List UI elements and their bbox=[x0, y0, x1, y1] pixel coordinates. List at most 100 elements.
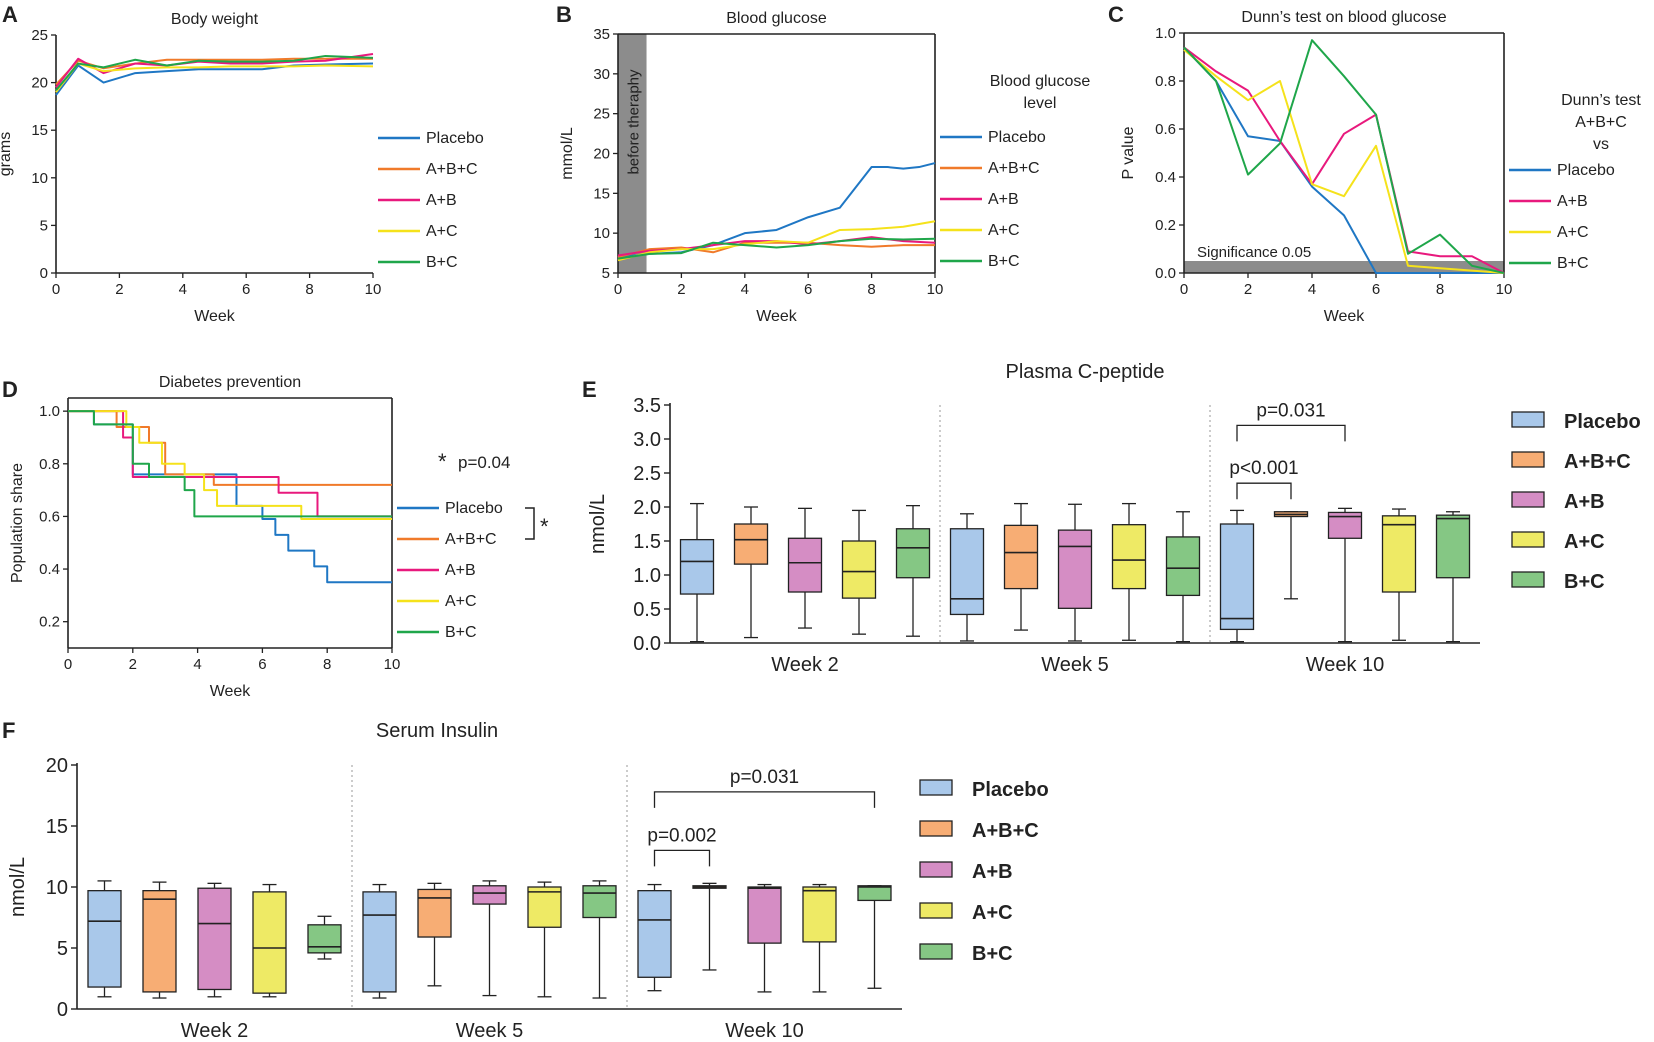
y-tick-label: 0 bbox=[40, 265, 48, 282]
box-a-c-week-5 bbox=[1111, 524, 1147, 590]
y-axis-label: Population share bbox=[9, 463, 26, 583]
panel-a-body-weight: Body weight 0 2 4 6 8 10 0 5 10 15 20 25 Week grams Pla… bbox=[0, 11, 484, 325]
x-tick-label: 0 bbox=[614, 281, 622, 298]
y-tick-label: 30 bbox=[593, 66, 610, 83]
box-b-c-week-10 bbox=[1435, 514, 1471, 579]
y-axis-label: P value bbox=[1120, 126, 1137, 179]
comparison-bracket bbox=[1236, 424, 1346, 442]
y-tick-label: 0.6 bbox=[39, 508, 60, 525]
group-label-week-2: Week 2 bbox=[771, 654, 838, 676]
y-tick-label: 2.5 bbox=[633, 463, 661, 485]
series-line-a-c bbox=[617, 220, 936, 262]
y-axis-label: nmol/L bbox=[587, 494, 609, 554]
panel-b-blood-glucose: Blood glucose before theraphy 0 2 4 6 8 10 5 10 15… bbox=[559, 10, 1090, 325]
panel-d-diabetes-prevention: Diabetes prevention 0 2 4 6 8 10 0.2 0.4 0.6 0.8 1.… bbox=[9, 374, 549, 700]
x-tick-label: 8 bbox=[1436, 281, 1444, 298]
comparison-bracket bbox=[653, 791, 876, 808]
x-tick-label: 10 bbox=[1496, 281, 1513, 298]
legend-label-placebo: Placebo bbox=[988, 129, 1046, 146]
group-label-week-10: Week 10 bbox=[725, 1020, 804, 1042]
x-tick-label: 2 bbox=[677, 281, 685, 298]
y-tick-label: 1.0 bbox=[1155, 25, 1176, 42]
legend-swatch-a-c bbox=[919, 902, 953, 919]
box-a-c-week-2 bbox=[252, 891, 287, 994]
series-line-a-c bbox=[1183, 49, 1505, 274]
panel-letter-a: A bbox=[2, 2, 18, 27]
legend-label-a-b: A+B bbox=[445, 562, 476, 579]
box-a-b-c-week-5 bbox=[417, 888, 452, 938]
comparison-label: p=0.002 bbox=[647, 825, 716, 846]
legend-label-b-c: B+C bbox=[1564, 571, 1605, 593]
significance-bracket bbox=[525, 507, 535, 540]
x-tick-label: 4 bbox=[741, 281, 749, 298]
y-tick-label: 0.2 bbox=[39, 614, 60, 631]
x-tick-label: 6 bbox=[258, 656, 266, 673]
series-line-b-c bbox=[1183, 39, 1505, 274]
legend-swatch-a-c bbox=[1511, 531, 1545, 548]
shade-label: before theraphy bbox=[625, 69, 642, 175]
legend-title: vs bbox=[1593, 136, 1609, 153]
chart-title: Plasma C-peptide bbox=[1006, 361, 1165, 383]
series-line-a-b bbox=[1183, 46, 1505, 274]
y-tick-label: 25 bbox=[593, 106, 610, 123]
box-b-c-week-2 bbox=[307, 924, 342, 954]
box-a-b-week-5 bbox=[472, 885, 507, 905]
panel-f-serum-insulin: Serum Insulin 0 5 10 15 20 nmol/L Week 2 Week 5 W… bbox=[7, 720, 1049, 1042]
legend-label-a-b: A+B bbox=[1564, 491, 1605, 513]
box-placebo-week-10 bbox=[1219, 523, 1255, 631]
legend-label-placebo: Placebo bbox=[972, 779, 1049, 801]
legend-swatch-placebo bbox=[919, 779, 953, 796]
panel-c-dunns-test: Dunn’s test on blood glucose Significance… bbox=[1120, 9, 1641, 325]
legend-label-b-c: B+C bbox=[988, 253, 1020, 270]
box-a-c-week-2 bbox=[841, 540, 877, 599]
box-b-c-week-10 bbox=[857, 885, 892, 902]
series-line-a-c bbox=[55, 62, 374, 93]
chart-title: Body weight bbox=[171, 11, 259, 28]
y-tick-label: 20 bbox=[46, 755, 68, 777]
pre-therapy-shade bbox=[618, 34, 647, 273]
series-line-a-b-c bbox=[617, 241, 935, 259]
x-axis-label: Week bbox=[210, 683, 252, 700]
y-tick-label: 15 bbox=[46, 816, 68, 838]
legend-label-a-c: A+C bbox=[988, 222, 1020, 239]
legend-swatch-a-b-c bbox=[1511, 451, 1545, 468]
x-tick-label: 8 bbox=[305, 281, 313, 298]
x-tick-label: 8 bbox=[323, 656, 331, 673]
x-tick-label: 0 bbox=[52, 281, 60, 298]
chart-title: Blood glucose bbox=[726, 10, 827, 27]
p-value-star: * bbox=[438, 449, 447, 474]
panel-letter-f: F bbox=[2, 718, 15, 743]
box-b-c-week-5 bbox=[582, 885, 617, 919]
y-tick-label: 0.8 bbox=[1155, 73, 1176, 90]
x-axis-label: Week bbox=[1324, 308, 1366, 325]
x-axis-label: Week bbox=[756, 308, 798, 325]
y-tick-label: 15 bbox=[593, 185, 610, 202]
legend-label-b-c: B+C bbox=[426, 254, 458, 271]
y-tick-label: 0.5 bbox=[633, 599, 661, 621]
legend-swatch-b-c bbox=[1511, 571, 1545, 588]
series-line-b-c bbox=[55, 54, 374, 91]
y-tick-label: 10 bbox=[31, 170, 48, 187]
box-a-b-c-week-2 bbox=[142, 890, 177, 993]
y-tick-label: 3.5 bbox=[633, 395, 661, 417]
legend-label-a-b: A+B bbox=[972, 861, 1013, 883]
x-tick-label: 0 bbox=[1180, 281, 1188, 298]
legend-title: level bbox=[1024, 95, 1057, 112]
box-a-b-week-5 bbox=[1057, 529, 1093, 609]
y-tick-label: 1.5 bbox=[633, 531, 661, 553]
box-a-b-week-10 bbox=[747, 886, 782, 944]
legend-label-b-c: B+C bbox=[445, 624, 477, 641]
x-tick-label: 6 bbox=[242, 281, 250, 298]
y-tick-label: 0.8 bbox=[39, 456, 60, 473]
legend-label-a-c: A+C bbox=[1557, 224, 1589, 241]
significance-band bbox=[1184, 261, 1504, 273]
legend-swatch-a-b bbox=[919, 861, 953, 878]
legend-swatch-placebo bbox=[1511, 411, 1545, 428]
legend-label-a-b: A+B bbox=[426, 192, 457, 209]
x-tick-label: 10 bbox=[927, 281, 944, 298]
legend-label-a-b-c: A+B+C bbox=[426, 161, 478, 178]
box-a-c-week-10 bbox=[1381, 515, 1417, 593]
panel-letters: A B C D E F bbox=[2, 2, 1124, 743]
legend-title: Blood glucose bbox=[990, 73, 1091, 90]
